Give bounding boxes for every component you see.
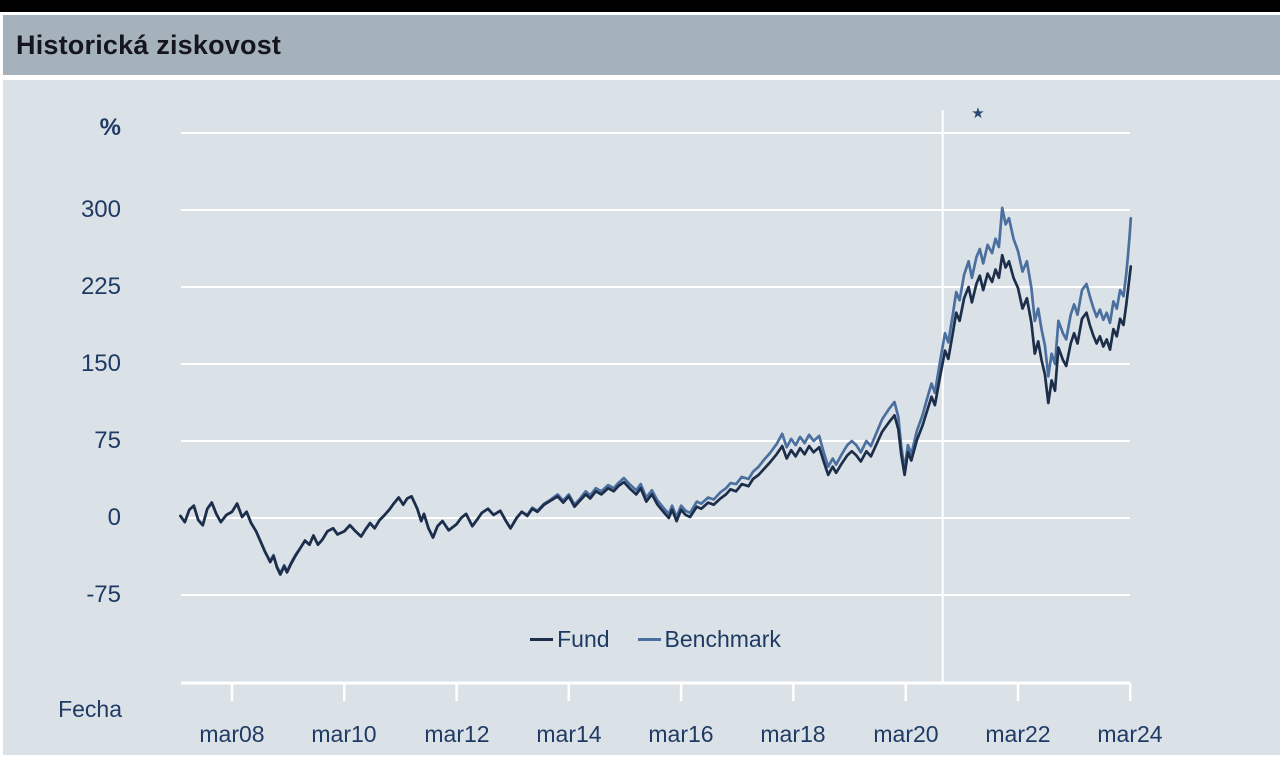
y-tick-label-75: 75	[94, 427, 121, 454]
x-tick-label-mar08: mar08	[199, 721, 265, 747]
legend-item-benchmark: Benchmark	[637, 626, 781, 653]
x-tick-label-mar16: mar16	[648, 721, 714, 747]
x-tick-label-mar18: mar18	[760, 721, 826, 747]
fund-line-swatch	[530, 638, 554, 641]
y-tick-label-0: 0	[107, 504, 121, 531]
y-tick-label-150: 150	[80, 350, 121, 377]
page-title: Historická ziskovost	[16, 29, 282, 60]
chart-area: % 300 225 150 75 0 -75 mar08 mar10 mar12 mar14 ma…	[0, 80, 1280, 755]
x-axis-title: Fecha	[58, 696, 122, 722]
x-tick-label-mar14: mar14	[536, 721, 602, 747]
x-tick-label-mar24: mar24	[1097, 721, 1163, 747]
benchmark-legend-label: Benchmark	[664, 626, 781, 652]
chart-header: Historická ziskovost	[3, 15, 1280, 75]
plot-background	[3, 80, 1280, 755]
y-tick-label--75: -75	[86, 581, 121, 608]
y-tick-label-300: 300	[80, 196, 121, 223]
y-tick-label-225: 225	[80, 273, 121, 300]
star-annotation: ★	[971, 105, 985, 122]
x-tick-label-mar22: mar22	[985, 721, 1051, 747]
x-tick-label-mar20: mar20	[873, 721, 939, 747]
y-axis-unit-label: %	[99, 114, 121, 141]
fund-line	[179, 253, 1133, 576]
x-tick-label-mar10: mar10	[311, 721, 377, 747]
fund-legend-label: Fund	[557, 626, 610, 652]
chart-legend: Fund Benchmark	[181, 626, 1130, 653]
x-tick-label-mar12: mar12	[424, 721, 490, 747]
benchmark-line-swatch	[637, 638, 661, 641]
line-chart-canvas	[179, 110, 1133, 701]
legend-item-fund: Fund	[530, 626, 610, 653]
top-black-bar	[0, 0, 1280, 12]
